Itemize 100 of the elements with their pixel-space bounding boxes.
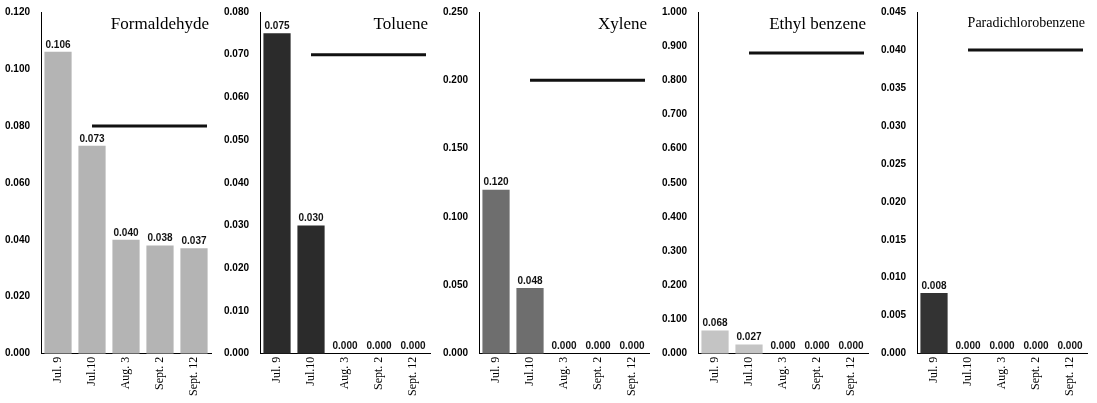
x-tick-label: Jul. 9 <box>488 356 503 383</box>
y-tick-label: 0.400 <box>661 210 688 222</box>
y-tick-label: 0.040 <box>4 233 31 245</box>
data-label: 0.000 <box>332 340 358 352</box>
x-tick-label: Aug. 3 <box>994 356 1009 390</box>
x-tick-label: Sept. 2 <box>1028 356 1043 391</box>
y-tick-label: 0.000 <box>4 347 31 359</box>
y-tick-label: 0.250 <box>442 5 469 17</box>
x-tick-label: Jul.10 <box>84 356 99 386</box>
x-tick-label: Jul.10 <box>522 356 537 386</box>
x-tick-label: Aug. 3 <box>337 356 352 390</box>
bar <box>78 145 106 354</box>
y-tick-label: 0.300 <box>661 244 688 256</box>
bar <box>146 245 174 354</box>
bar <box>112 239 140 354</box>
data-label: 0.037 <box>181 235 207 247</box>
data-label: 0.075 <box>264 20 290 32</box>
data-label: 0.068 <box>702 317 728 329</box>
y-tick-label: 0.080 <box>4 119 31 131</box>
data-label: 0.038 <box>147 232 173 244</box>
y-tick-label: 0.000 <box>880 347 907 359</box>
x-tick-label: Jul.10 <box>960 356 975 386</box>
data-label: 0.000 <box>838 340 864 352</box>
x-tick-label: Jul. 9 <box>707 356 722 383</box>
y-tick-label: 0.800 <box>661 74 688 86</box>
x-tick-label: Jul. 9 <box>926 356 941 383</box>
y-tick-label: 0.100 <box>661 313 688 325</box>
x-tick-label: Jul. 9 <box>50 356 65 383</box>
y-tick-label: 0.200 <box>661 279 688 291</box>
y-tick-label: 0.060 <box>223 91 250 103</box>
y-tick-label: 0.040 <box>223 176 250 188</box>
chart-title: Paradichlorobenzene <box>967 14 1085 30</box>
x-tick-label: Sept. 12 <box>843 356 858 397</box>
y-tick-label: 0.000 <box>223 347 250 359</box>
y-tick-label: 0.005 <box>880 309 907 321</box>
data-label: 0.030 <box>298 212 324 224</box>
x-tick-label: Sept. 12 <box>1062 356 1077 397</box>
data-label: 0.000 <box>989 340 1015 352</box>
bar <box>44 51 72 354</box>
y-tick-label: 0.035 <box>880 81 907 93</box>
x-tick-label: Aug. 3 <box>775 356 790 390</box>
y-tick-label: 0.020 <box>4 290 31 302</box>
data-label: 0.000 <box>770 340 796 352</box>
x-tick-label: Sept. 2 <box>152 356 167 391</box>
data-label: 0.073 <box>79 132 105 144</box>
y-tick-label: 0.050 <box>223 133 250 145</box>
y-tick-label: 1.000 <box>661 5 688 17</box>
chart-title: Toluene <box>373 13 428 33</box>
y-tick-label: 0.200 <box>442 74 469 86</box>
data-label: 0.040 <box>113 226 139 238</box>
x-tick-label: Jul.10 <box>741 356 756 386</box>
y-tick-label: 0.900 <box>661 39 688 51</box>
y-tick-label: 0.025 <box>880 157 907 169</box>
y-tick-label: 0.100 <box>442 210 469 222</box>
data-label: 0.000 <box>585 340 611 352</box>
y-tick-label: 0.040 <box>880 43 907 55</box>
x-tick-label: Sept. 12 <box>624 356 639 397</box>
x-tick-label: Aug. 3 <box>556 356 571 390</box>
y-tick-label: 0.000 <box>442 347 469 359</box>
data-label: 0.000 <box>551 340 577 352</box>
data-label: 0.000 <box>955 340 981 352</box>
data-label: 0.000 <box>804 340 830 352</box>
data-label: 0.000 <box>619 340 645 352</box>
data-label: 0.027 <box>736 331 762 343</box>
y-tick-label: 0.060 <box>4 176 31 188</box>
y-tick-label: 0.010 <box>880 271 907 283</box>
y-tick-label: 0.045 <box>880 5 907 17</box>
data-label: 0.048 <box>517 274 543 286</box>
data-label: 0.000 <box>1057 340 1083 352</box>
y-tick-label: 0.120 <box>4 5 31 17</box>
y-tick-label: 0.020 <box>223 262 250 273</box>
x-tick-label: Sept. 12 <box>186 356 201 397</box>
y-tick-label: 0.030 <box>223 219 250 231</box>
y-tick-label: 0.010 <box>223 304 250 316</box>
x-tick-label: Sept. 2 <box>371 356 386 391</box>
y-tick-label: 0.080 <box>223 5 250 17</box>
x-tick-label: Jul. 9 <box>269 356 284 383</box>
x-tick-label: Jul.10 <box>303 356 318 386</box>
y-tick-label: 0.600 <box>661 142 688 154</box>
y-tick-label: 0.050 <box>442 279 469 291</box>
y-tick-label: 0.015 <box>880 233 907 245</box>
data-label: 0.000 <box>400 340 426 352</box>
bar <box>180 248 208 354</box>
y-tick-label: 0.020 <box>880 195 907 207</box>
data-label: 0.106 <box>45 38 71 50</box>
x-tick-label: Sept. 2 <box>809 356 824 391</box>
data-label: 0.000 <box>1023 340 1049 352</box>
y-tick-label: 0.000 <box>661 347 688 359</box>
data-label: 0.008 <box>921 279 947 291</box>
y-tick-label: 0.150 <box>442 142 469 154</box>
chart-title: Ethyl benzene <box>769 13 866 33</box>
y-tick-label: 0.500 <box>661 176 688 188</box>
data-label: 0.000 <box>366 340 392 352</box>
y-tick-label: 0.070 <box>223 48 250 60</box>
chart-title: Xylene <box>597 13 647 33</box>
y-tick-label: 0.100 <box>4 62 31 74</box>
x-tick-label: Sept. 2 <box>590 356 605 391</box>
x-tick-label: Aug. 3 <box>118 356 133 390</box>
chart-title: Formaldehyde <box>110 13 209 33</box>
y-tick-label: 0.030 <box>880 119 907 131</box>
